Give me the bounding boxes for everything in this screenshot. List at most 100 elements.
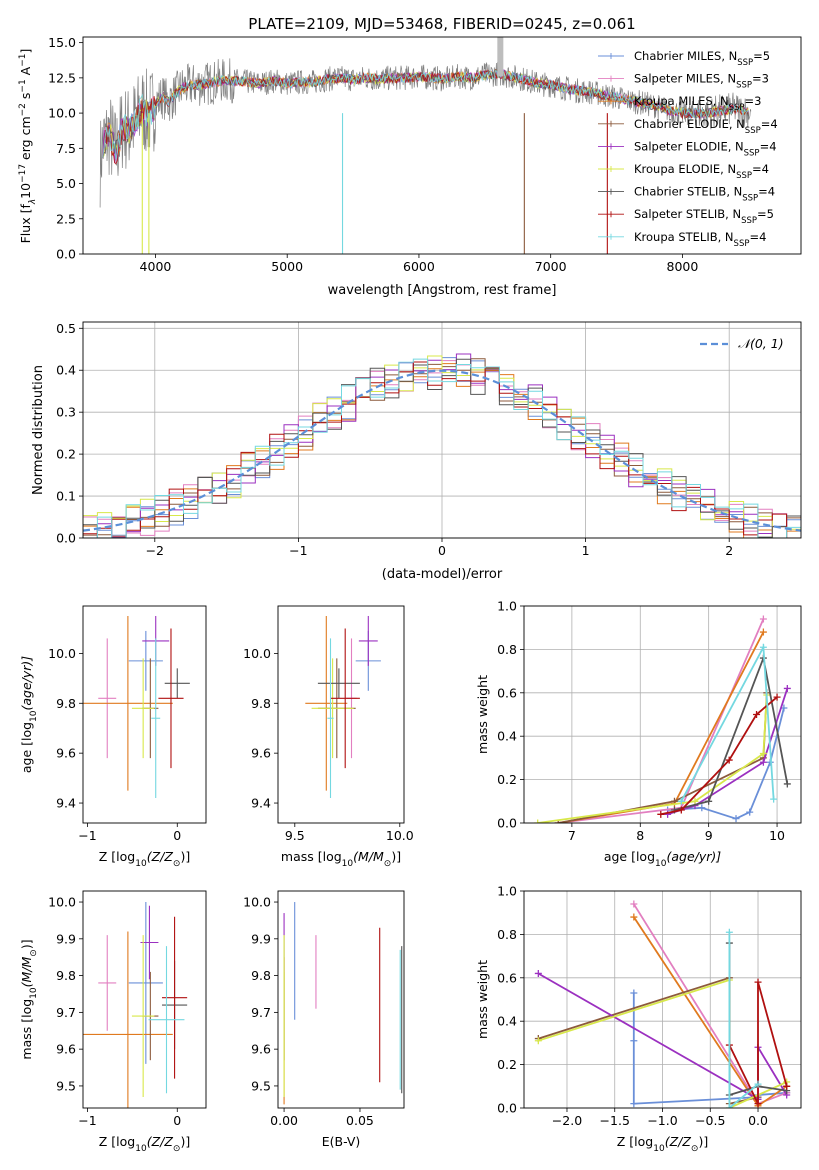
age-vs-metallicity-x-axis-label-part: 10 — [135, 859, 147, 869]
mass-weight-point — [698, 804, 706, 812]
mass-weight-vs-age-ytick-label: 0.8 — [497, 642, 517, 657]
legend-label-3: Chabrier ELODIE, NSSP=4 — [634, 117, 778, 136]
spectrum-y-axis-label-part: −17 — [18, 164, 28, 183]
mass-vs-metallicity-x-axis-label-part: 10 — [135, 1144, 147, 1154]
spectrum-y-axis-label-part: −1 — [18, 79, 28, 92]
residuals-xtick-label: 1 — [582, 543, 590, 558]
legend-label-7: Salpeter STELIB, NSSP=5 — [634, 207, 774, 226]
mass-vs-metallicity-ytick-label: 9.7 — [56, 1005, 76, 1020]
mass-weight-point — [630, 989, 638, 997]
spectrum-ytick-label: 0.0 — [56, 247, 76, 262]
age-vs-metallicity-ytick-label: 9.4 — [56, 796, 76, 811]
spectrum-xtick-label: 5000 — [271, 259, 303, 274]
mass-weight-vs-metallicity-xtick-label: −2.0 — [552, 1113, 582, 1128]
age-vs-metallicity-frame — [82, 605, 207, 824]
mass-vs-metallicity-x-axis-label-part: Z [log — [99, 1134, 135, 1149]
spectrum-ytick-label: 7.5 — [56, 141, 76, 156]
legend-label-part: =4 — [761, 117, 778, 131]
residuals-x-axis-label: (data-model)/error — [382, 567, 503, 582]
mass-vs-metallicity-y-axis-label-part: 10 — [29, 987, 39, 999]
mass-weight-vs-age-xtick-label: 8 — [636, 828, 644, 843]
mass-weight-point — [783, 780, 791, 788]
legend-label-8: Kroupa STELIB, NSSP=4 — [634, 230, 766, 249]
mass-weight-point — [759, 758, 767, 766]
age-vs-mass-ytick-label: 9.6 — [251, 746, 271, 761]
mass-weight-vs-age-xtick-label: 10 — [769, 828, 785, 843]
residuals-xtick-label: −2 — [146, 543, 164, 558]
spectrum-y-axis-label: Flux [fλ10−17 erg cm−2 s−1 A−1] — [18, 49, 38, 244]
age-vs-metallicity-y-axis-label-part: 10 — [29, 710, 39, 722]
mass-weight-point — [783, 1082, 791, 1090]
mass-weight-vs-age-x-axis-label: age [log10(age/yr)] — [604, 849, 721, 869]
mass-weight-point — [746, 808, 754, 816]
mass-weight-point — [691, 797, 699, 805]
legend-label-part: SSP — [736, 81, 752, 91]
age-vs-metallicity-plot-area — [83, 615, 190, 799]
age-vs-mass-xtick-label: 9.5 — [285, 828, 305, 843]
mass-vs-ebv-x-axis-label: E(B-V) — [322, 1134, 361, 1149]
legend-label-4: Salpeter ELODIE, NSSP=4 — [634, 139, 777, 158]
legend-label-part: =4 — [760, 139, 777, 153]
mass-weight-point — [783, 684, 791, 692]
legend-label-part: =4 — [749, 230, 766, 244]
legend-label-2: Kroupa MILES, NSSP=3 — [634, 94, 761, 113]
mass-vs-ebv-ytick-label: 10.0 — [243, 895, 271, 910]
mass-vs-metallicity-plot-area — [83, 902, 188, 1108]
normal-legend-label: 𝒩(0, 1) — [738, 336, 784, 351]
mass-vs-ebv-plot-area — [283, 902, 403, 1105]
mass-weight-vs-metallicity-ytick-label: 0.8 — [497, 927, 517, 942]
mass-weight-point — [759, 750, 767, 758]
mass-vs-metallicity-ytick-label: 9.8 — [56, 968, 76, 983]
mass-weight-vs-metallicity-xtick-label: −1.0 — [647, 1113, 677, 1128]
residuals-xtick-label: −1 — [289, 543, 307, 558]
residuals-xtick-label: 0 — [438, 543, 446, 558]
mass-weight-point — [759, 615, 767, 623]
spectrum-y-axis-label-part: Flux [f — [18, 204, 33, 244]
mass-weight-vs-metallicity-x-axis-label-part: 10 — [653, 1144, 665, 1154]
age-vs-mass-xtick-label: 10.0 — [386, 828, 414, 843]
mass-vs-metallicity-x-axis-label-part: (Z/Z — [147, 1134, 174, 1149]
legend-label-part: Kroupa ELODIE, N — [634, 162, 736, 176]
mass-weight-vs-age-x-axis-label-part: (age/yr)] — [666, 849, 721, 864]
mass-vs-metallicity-x-axis-label-part: ⊙ — [173, 1144, 181, 1154]
age-vs-metallicity-ytick-label: 9.6 — [56, 746, 76, 761]
spectrum-y-axis-label-part: A — [18, 66, 33, 79]
mass-weight-vs-metallicity-x-axis-label: Z [log10(Z/Z⊙)] — [617, 1134, 708, 1154]
legend-label-part: SSP — [745, 126, 761, 136]
legend-label-5: Kroupa ELODIE, NSSP=4 — [634, 162, 769, 181]
mass-weight-vs-metallicity-plot-area — [534, 900, 791, 1108]
mass-vs-ebv-ytick-label: 9.5 — [251, 1078, 271, 1093]
mass-weight-point — [677, 797, 685, 805]
mass-vs-ebv-ytick-label: 9.7 — [251, 1005, 271, 1020]
legend-label-part: Salpeter MILES, N — [634, 72, 736, 86]
mass-weight-vs-age-frame — [523, 605, 802, 824]
mass-weight-vs-age-ytick-label: 0.4 — [497, 729, 517, 744]
mass-weight-vs-metallicity-x-axis-label-part: ⊙ — [691, 1144, 699, 1154]
age-vs-mass-x-axis-label-part: )] — [391, 849, 401, 864]
legend-label-part: =3 — [744, 94, 761, 108]
mass-vs-metallicity-xtick-label: 0 — [173, 1113, 181, 1128]
mass-vs-metallicity-x-axis-label-part: )] — [180, 1134, 190, 1149]
mass-vs-metallicity-xtick-label: −1 — [78, 1113, 96, 1128]
mass-weight-vs-age-ytick-label: 1.0 — [497, 599, 517, 614]
masked-band — [497, 37, 504, 77]
mass-vs-metallicity-ytick-label: 10.0 — [48, 895, 76, 910]
mass-vs-metallicity-y-axis-label: mass [log10(M/M⊙)] — [19, 939, 39, 1059]
legend-label-part: =5 — [757, 207, 774, 221]
age-vs-metallicity-x-axis-label: Z [log10(Z/Z⊙)] — [99, 849, 190, 869]
mass-weight-vs-metallicity-xtick-label: −0.5 — [695, 1113, 725, 1128]
legend-label-part: Chabrier MILES, N — [634, 49, 737, 63]
mass-weight-point — [732, 815, 740, 823]
mass-weight-vs-metallicity-x-axis-label-part: )] — [698, 1134, 708, 1149]
spectrum-frame — [82, 36, 802, 255]
legend-label-part: =3 — [752, 72, 769, 86]
mass-weight-vs-metallicity-frame — [523, 890, 802, 1109]
legend-label-part: SSP — [741, 216, 757, 226]
age-vs-metallicity-x-axis-label-part: )] — [180, 849, 190, 864]
mass-weight-line — [728, 932, 759, 1108]
mass-vs-metallicity-y-axis-label-part: (M/M — [19, 957, 34, 988]
legend-label-part: SSP — [734, 239, 750, 249]
spectrum-xtick-label: 4000 — [140, 259, 172, 274]
residual-histogram-step — [83, 358, 801, 538]
